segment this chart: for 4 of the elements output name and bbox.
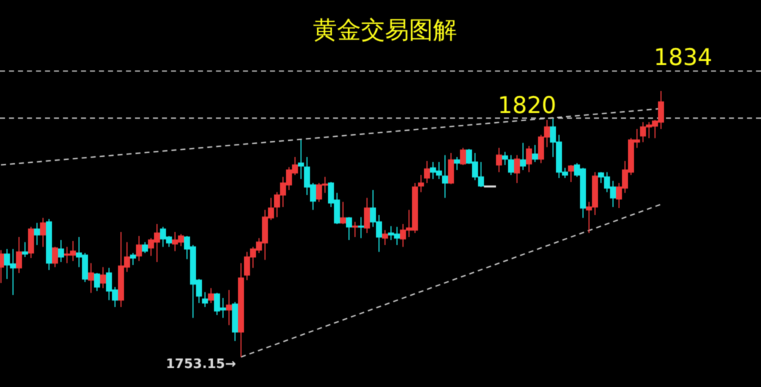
chart-title: 黄金交易图解: [313, 16, 457, 44]
annotation: 1753.15→: [166, 357, 236, 372]
annotation: 1820: [498, 93, 556, 120]
text: 1834: [654, 45, 712, 72]
